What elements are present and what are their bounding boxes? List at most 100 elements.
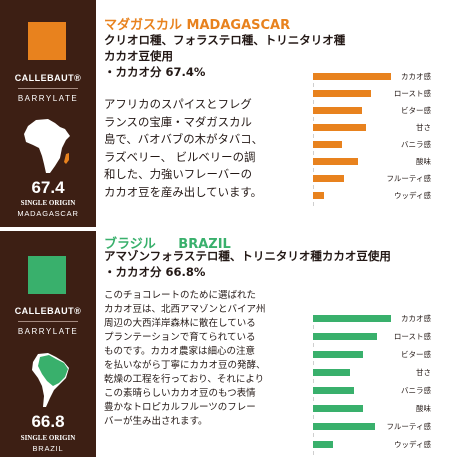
flavor-tick <box>313 397 314 401</box>
flavor-tick <box>313 100 314 104</box>
flavor-bar <box>313 405 363 412</box>
flavor-label: バニラ感 <box>401 386 431 395</box>
description-line: プランテーションで育てられている <box>104 332 256 343</box>
brazil-color-swatch <box>28 256 66 294</box>
origin-name: MADAGASCAR <box>17 209 79 218</box>
flavor-label: ウッディ感 <box>394 440 431 449</box>
flavor-label: 酸味 <box>416 404 431 413</box>
flavor-bar-track <box>313 175 391 189</box>
flavor-bar <box>313 387 354 394</box>
flavor-bar <box>313 369 350 376</box>
flavor-bar <box>313 333 377 340</box>
flavor-bar <box>313 124 366 131</box>
description-line: このチョコレートのために選ばれた <box>104 290 257 301</box>
flavor-bar-track <box>313 73 391 87</box>
flavor-tick <box>313 379 314 383</box>
flavor-row: フルーティ感 <box>311 421 441 439</box>
brazil-label-panel: CALLEBAUT® BARRYLATE 66.8 SINGLE ORIGIN … <box>0 231 96 457</box>
flavor-label: ビター感 <box>401 350 431 359</box>
headline-line: ・カカオ分 66.8% <box>104 265 206 279</box>
brand-name: CALLEBAUT® <box>14 73 82 83</box>
flavor-profile: カカオ感ロースト感ビター感甘さバニラ感酸味フルーティ感ウッディ感 <box>311 71 441 207</box>
cacao-percentage: 67.4 <box>31 178 65 197</box>
flavor-bar-track <box>313 333 391 347</box>
flavor-row: 酸味 <box>311 156 441 173</box>
flavor-label: 酸味 <box>416 157 431 166</box>
flavor-bar <box>313 192 324 199</box>
description-line: ランスの宝庫・マダガスカル <box>104 114 252 129</box>
flavor-bar-track <box>313 107 391 121</box>
divider <box>18 321 78 322</box>
flavor-tick <box>313 343 314 347</box>
flavor-label: カカオ感 <box>401 72 431 81</box>
description: アフリカのスパイスとフレグ ランスの宝庫・マダガスカル 島で、バオバブの木がタバ… <box>104 96 263 201</box>
bean-headline: クリオロ種、フォラステロ種、トリニタリオ種 カカオ豆使用 ・カカオ分 67.4% <box>104 32 345 80</box>
flavor-label: ビター感 <box>401 106 431 115</box>
origin-label: SINGLE ORIGIN <box>20 199 76 207</box>
flavor-tick <box>313 151 314 155</box>
flavor-row: フルーティ感 <box>311 173 441 190</box>
description-line: を払いながら丁寧にカカオ豆の発酵、 <box>104 360 266 371</box>
description: このチョコレートのために選ばれた カカオ豆は、北西アマゾンとバイア州 周辺の大西… <box>104 289 266 429</box>
flavor-label: 甘さ <box>416 368 431 377</box>
title-english: BRAZIL <box>178 237 231 252</box>
flavor-bar <box>313 141 342 148</box>
flavor-tick <box>313 433 314 437</box>
flavor-bar <box>313 107 362 114</box>
flavor-bar-track <box>313 192 391 206</box>
section-title: マダガスカル MADAGASCAR <box>104 14 290 33</box>
madagascar-highlight <box>64 153 69 164</box>
cacao-percentage: 66.8 <box>31 412 65 431</box>
flavor-label: 甘さ <box>416 123 431 132</box>
headline-line: クリオロ種、フォラステロ種、トリニタリオ種 <box>104 33 346 47</box>
flavor-bar <box>313 90 371 97</box>
flavor-row: ロースト感 <box>311 331 441 349</box>
flavor-label: フルーティ感 <box>386 422 431 431</box>
description-line: 乾燥の工程を行っており、それにより <box>104 374 265 385</box>
flavor-row: カカオ感 <box>311 71 441 88</box>
flavor-row: ウッディ感 <box>311 439 441 457</box>
flavor-bar <box>313 423 375 430</box>
flavor-label: ロースト感 <box>393 89 431 98</box>
description-line: カカオ豆は、北西アマゾンとバイア州 <box>104 304 266 315</box>
divider <box>18 88 78 89</box>
product-line: BARRYLATE <box>17 94 79 103</box>
description-line: 周辺の大西洋岸森林に散在している <box>104 318 256 329</box>
flavor-label: バニラ感 <box>401 140 431 149</box>
flavor-tick <box>313 168 314 172</box>
flavor-row: バニラ感 <box>311 385 441 403</box>
headline-line: ・カカオ分 67.4% <box>104 65 206 79</box>
flavor-bar <box>313 175 344 182</box>
brand-name: CALLEBAUT® <box>14 306 82 316</box>
flavor-tick <box>313 83 314 87</box>
flavor-row: 甘さ <box>311 367 441 385</box>
flavor-profile: カカオ感ロースト感 ビター感甘さバニラ感酸味フルーティ感ウッディ感 <box>311 313 441 457</box>
flavor-label: カカオ感 <box>401 314 431 323</box>
brazil-section: CALLEBAUT® BARRYLATE 66.8 SINGLE ORIGIN … <box>0 231 454 457</box>
description-line: 和した、力強いフレーバーの <box>104 167 252 181</box>
flavor-tick <box>313 451 314 455</box>
flavor-row: ビター感 <box>311 349 441 367</box>
flavor-bar <box>313 315 391 322</box>
flavor-tick <box>313 185 314 189</box>
flavor-bar-track <box>313 124 391 138</box>
flavor-bar-track <box>313 423 391 437</box>
flavor-row: バニラ感 <box>311 139 441 156</box>
south-america-map-icon <box>32 353 69 407</box>
title-english: MADAGASCAR <box>186 18 291 33</box>
title-japanese: ブラジル <box>104 237 156 252</box>
description-line: 島で、バオバブの木がタバコ、 <box>104 132 264 146</box>
origin-label: SINGLE ORIGIN <box>20 434 76 442</box>
flavor-row: ロースト感 <box>311 88 441 105</box>
flavor-bar-track <box>313 387 391 401</box>
title-japanese: マダガスカル <box>104 18 183 33</box>
flavor-bar-track <box>313 351 391 365</box>
madagascar-section: CALLEBAUT® BARRYLATE 67.4 SINGLE ORIGIN … <box>0 0 454 227</box>
flavor-row: ウッディ感 <box>311 190 441 207</box>
flavor-bar <box>313 441 333 448</box>
flavor-tick <box>313 117 314 121</box>
flavor-label: フルーティ感 <box>386 174 431 183</box>
madagascar-color-swatch <box>28 22 66 60</box>
flavor-bar-track <box>313 369 391 383</box>
flavor-row: 甘さ <box>311 122 441 139</box>
